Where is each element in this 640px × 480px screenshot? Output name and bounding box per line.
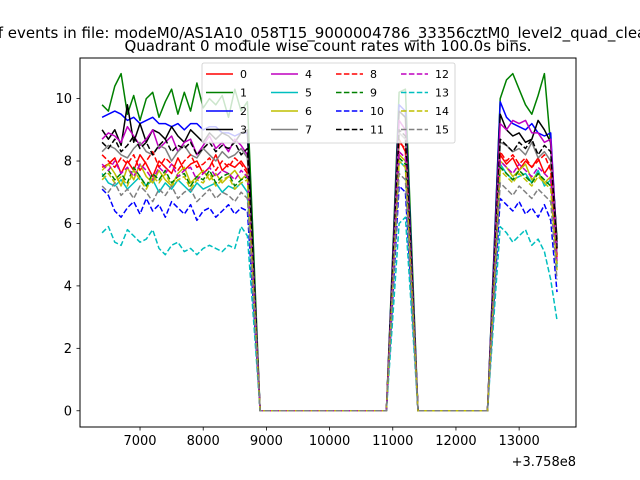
- y-tick-label: 2: [64, 342, 72, 357]
- plot-frame: [79, 57, 577, 428]
- legend-label-6: 6: [305, 105, 312, 118]
- series-line-12: [101, 150, 558, 412]
- y-tick-label: 8: [64, 155, 72, 170]
- legend-label-8: 8: [370, 68, 377, 81]
- series-line-14: [101, 160, 558, 412]
- x-tick-label: 8000: [187, 434, 220, 449]
- legend-label-2: 2: [240, 105, 247, 118]
- legend-label-15: 15: [435, 124, 449, 137]
- legend-label-0: 0: [240, 68, 247, 81]
- y-tick-label: 0: [64, 404, 72, 419]
- x-offset-label: +3.758e8: [512, 455, 576, 470]
- x-tick-label: 12000: [435, 434, 476, 449]
- legend-label-14: 14: [435, 105, 449, 118]
- legend-label-3: 3: [240, 124, 247, 137]
- y-axis: 0 2 4 6 8 10: [55, 92, 80, 419]
- x-tick-label: 10000: [309, 434, 350, 449]
- legend-box: [201, 62, 456, 144]
- legend-label-9: 9: [370, 87, 377, 100]
- series-line-15: [101, 172, 558, 412]
- series-line-8: [101, 141, 558, 412]
- legend-label-4: 4: [305, 68, 312, 81]
- series-line-10: [101, 185, 558, 412]
- legend-label-7: 7: [305, 124, 312, 137]
- y-tick-label: 4: [64, 279, 72, 294]
- x-tick-label: 13000: [498, 434, 539, 449]
- y-tick-label: 10: [55, 92, 72, 107]
- series-line-0: [101, 138, 558, 412]
- series-line-4: [101, 119, 558, 412]
- series-line-9: [101, 157, 558, 412]
- series-line-13: [101, 216, 558, 412]
- legend-label-13: 13: [435, 87, 449, 100]
- series-line-11: [101, 129, 558, 412]
- chart-title: Quadrant 0 module wise count rates with …: [124, 37, 531, 55]
- legend-label-5: 5: [305, 87, 312, 100]
- y-tick-label: 6: [64, 217, 72, 232]
- figure-suptitle: Plot of events in file: modeM0/AS1A10_05…: [0, 24, 640, 43]
- legend-label-11: 11: [370, 124, 384, 137]
- legend-label-12: 12: [435, 68, 449, 81]
- x-tick-label: 7000: [123, 434, 156, 449]
- legend-label-10: 10: [370, 105, 384, 118]
- x-tick-label: 11000: [372, 434, 413, 449]
- x-axis: 7000 8000 9000 10000 11000 12000 13000: [123, 427, 540, 449]
- legend-label-1: 1: [240, 87, 247, 100]
- x-tick-label: 9000: [250, 434, 283, 449]
